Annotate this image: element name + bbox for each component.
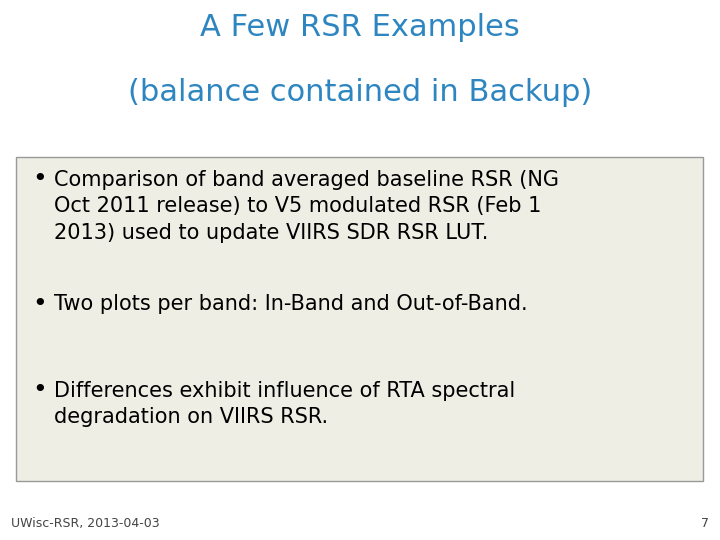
Text: Comparison of band averaged baseline RSR (NG
Oct 2011 release) to V5 modulated R: Comparison of band averaged baseline RSR… <box>54 170 559 243</box>
Text: (balance contained in Backup): (balance contained in Backup) <box>128 78 592 107</box>
Text: UWisc-RSR, 2013-04-03: UWisc-RSR, 2013-04-03 <box>11 517 159 530</box>
FancyBboxPatch shape <box>16 157 703 481</box>
Text: Two plots per band: In-Band and Out-of-Band.: Two plots per band: In-Band and Out-of-B… <box>54 294 528 314</box>
Text: •: • <box>32 292 47 315</box>
Text: Differences exhibit influence of RTA spectral
degradation on VIIRS RSR.: Differences exhibit influence of RTA spe… <box>54 381 516 427</box>
Text: •: • <box>32 167 47 191</box>
Text: •: • <box>32 378 47 402</box>
Text: A Few RSR Examples: A Few RSR Examples <box>200 14 520 43</box>
Text: 7: 7 <box>701 517 709 530</box>
